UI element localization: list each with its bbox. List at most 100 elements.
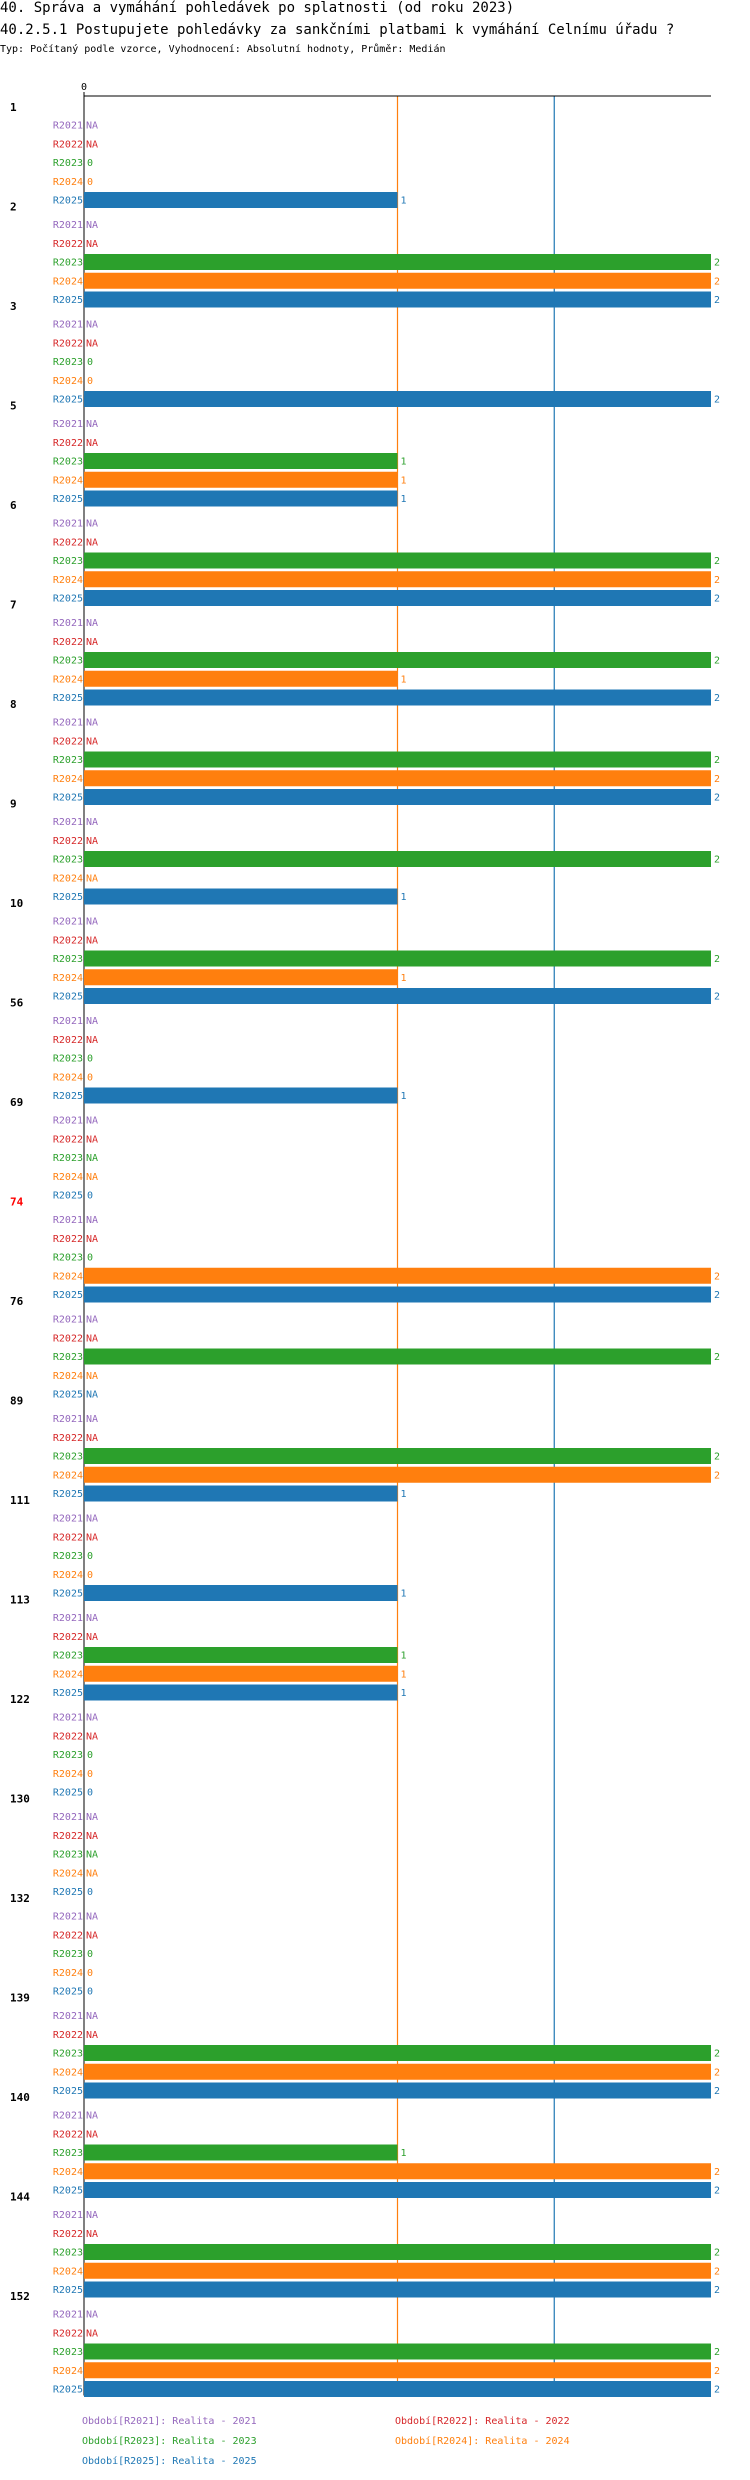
series-label: R2024 (53, 2167, 83, 2178)
bar-r2025 (84, 2082, 711, 2099)
series-label: R2022 (53, 139, 83, 150)
legend-item: Období[R2022]: Realita - 2022 (395, 2415, 570, 2427)
na-label: NA (86, 1116, 98, 1127)
series-label: R2024 (53, 1271, 83, 1282)
na-label: NA (86, 1930, 98, 1941)
series-label: R2024 (53, 1868, 83, 1879)
bar-r2025 (84, 391, 711, 407)
na-label: NA (86, 1315, 98, 1326)
series-label: R2021 (53, 2210, 83, 2221)
series-label: R2021 (53, 1016, 83, 1027)
data-label: 1 (401, 973, 407, 984)
data-label: 2 (714, 793, 720, 804)
na-label: NA (86, 419, 98, 430)
data-label: 1 (401, 1688, 407, 1699)
bar-r2025 (84, 291, 711, 308)
data-label: 2 (714, 656, 720, 667)
series-label: R2022 (53, 2129, 83, 2140)
data-label: 2 (714, 395, 720, 406)
bar-r2025 (84, 590, 711, 606)
group-label: 8 (10, 698, 17, 711)
na-label: NA (86, 917, 98, 928)
group-label: 5 (10, 400, 17, 413)
bar-r2025 (84, 2182, 711, 2198)
na-label: NA (86, 1850, 98, 1861)
series-label: R2025 (53, 1688, 83, 1699)
group-label: 10 (10, 897, 23, 910)
na-label: NA (86, 1016, 98, 1027)
series-label: R2023 (53, 1153, 83, 1164)
na-label: NA (86, 2210, 98, 2221)
series-label: R2025 (53, 295, 83, 306)
group-label: 130 (10, 1793, 30, 1806)
data-label: 0 (87, 1191, 93, 1202)
bar-r2024 (84, 670, 398, 687)
data-label: 2 (714, 2049, 720, 2060)
na-label: NA (86, 1333, 98, 1344)
na-label: NA (86, 1613, 98, 1624)
data-label: 2 (714, 1290, 720, 1301)
na-label: NA (86, 1731, 98, 1742)
bar-r2023 (84, 751, 711, 768)
group-label: 140 (10, 2091, 30, 2104)
bar-r2024 (84, 1665, 398, 1682)
series-label: R2023 (53, 1750, 83, 1761)
bar-r2024 (84, 969, 398, 986)
bar-r2024 (84, 2362, 711, 2379)
bar-r2023 (84, 1647, 398, 1663)
na-label: NA (86, 2030, 98, 2041)
series-label: R2022 (53, 2328, 83, 2339)
data-label: 2 (714, 2366, 720, 2377)
bar-r2024 (84, 1267, 711, 1284)
series-label: R2024 (53, 674, 83, 685)
series-label: R2023 (53, 556, 83, 567)
data-label: 0 (87, 1949, 93, 1960)
series-label: R2023 (53, 755, 83, 766)
na-label: NA (86, 1153, 98, 1164)
series-label: R2022 (53, 1632, 83, 1643)
group-label: 152 (10, 2290, 30, 2303)
data-label: 0 (87, 1570, 93, 1581)
na-label: NA (86, 519, 98, 530)
bar-r2024 (84, 272, 711, 289)
series-label: R2022 (53, 1035, 83, 1046)
data-label: 0 (87, 357, 93, 368)
group-label: 1 (10, 101, 17, 114)
na-label: NA (86, 2229, 98, 2240)
na-label: NA (86, 139, 98, 150)
na-label: NA (86, 338, 98, 349)
series-label: R2023 (53, 1452, 83, 1463)
na-label: NA (86, 1035, 98, 1046)
series-label: R2022 (53, 438, 83, 449)
bar-r2023 (84, 851, 711, 867)
data-label: 2 (714, 855, 720, 866)
na-label: NA (86, 1172, 98, 1183)
group-label: 111 (10, 1494, 30, 1507)
series-label: R2024 (53, 774, 83, 785)
data-label: 0 (87, 1750, 93, 1761)
series-label: R2021 (53, 1116, 83, 1127)
bar-r2023 (84, 453, 398, 469)
series-label: R2025 (53, 1191, 83, 1202)
bar-r2025 (84, 988, 711, 1004)
series-label: R2021 (53, 419, 83, 430)
series-label: R2024 (53, 376, 83, 387)
na-label: NA (86, 817, 98, 828)
data-label: 2 (714, 2347, 720, 2358)
na-label: NA (86, 2310, 98, 2321)
series-label: R2025 (53, 1489, 83, 1500)
bar-r2025 (84, 789, 711, 805)
data-label: 2 (714, 258, 720, 269)
series-label: R2025 (53, 1390, 83, 1401)
series-label: R2024 (53, 177, 83, 188)
bar-r2024 (84, 2063, 711, 2080)
data-label: 0 (87, 376, 93, 387)
data-label: 0 (87, 1788, 93, 1799)
data-label: 1 (401, 1651, 407, 1662)
chart-title: 40. Správa a vymáhání pohledávek po spla… (0, 0, 515, 16)
data-label: 1 (401, 1489, 407, 1500)
data-label: 2 (714, 2266, 720, 2277)
na-label: NA (86, 2129, 98, 2140)
na-label: NA (86, 637, 98, 648)
